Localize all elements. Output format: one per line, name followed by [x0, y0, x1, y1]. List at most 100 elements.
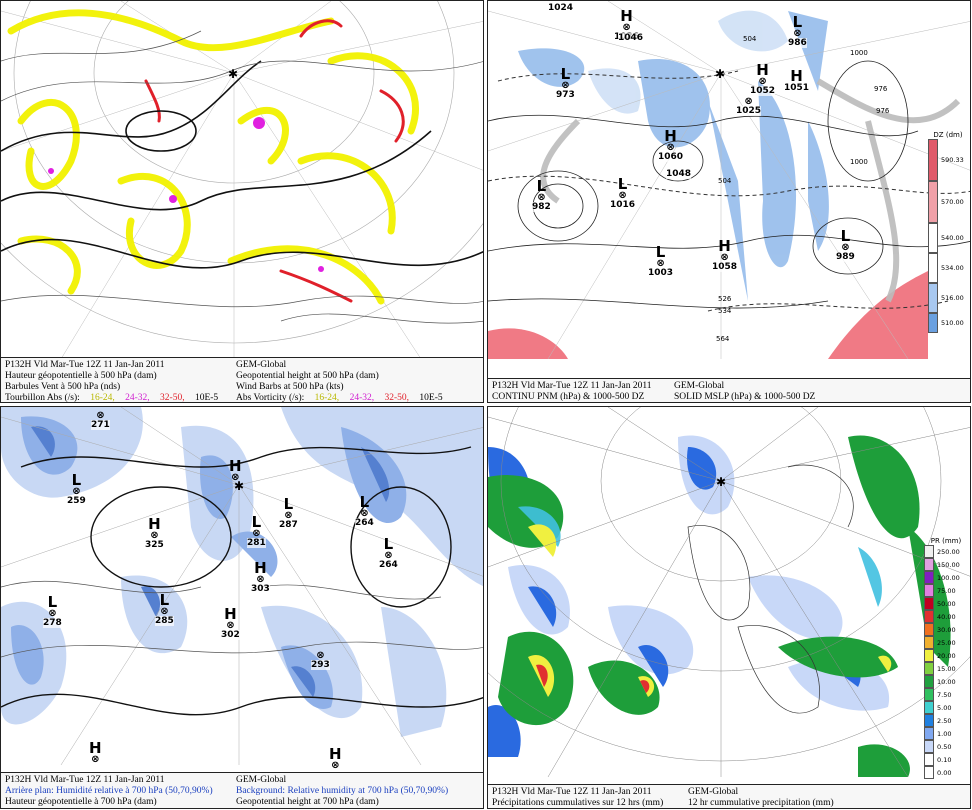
bin-16-24: 16-24,	[314, 393, 340, 403]
height-center: L ⊗ 281	[247, 513, 266, 548]
height-center: ⊗ 271	[91, 410, 110, 430]
panel2-valid-time: P132H Vld Mar-Tue 12Z 11 Jan-Jan 2011	[492, 381, 652, 391]
pressure-center: L ⊗ 1016	[610, 175, 636, 210]
height-center: L ⊗ 264	[379, 535, 398, 570]
panel3-en-background: Background: Relative humidity at 700 hPa…	[236, 786, 449, 796]
panel-700hpa-humidity: ✱ ⊗ 271 L ⊗ 259 H ⊗ 325 H ⊗ L ⊗ 281 L ⊗ 287 L ⊗ 264 …	[0, 406, 484, 809]
panel4-model: GEM-Global	[688, 787, 739, 797]
colorbar-swatch	[928, 253, 938, 283]
panel4-valid-time: P132H Vld Mar-Tue 12Z 11 Jan-Jan 2011	[492, 787, 652, 797]
panel1-valid-time: P132H Vld Mar-Tue 12Z 11 Jan-Jan 2011	[5, 360, 165, 370]
contour-label: 534	[718, 307, 732, 315]
bin-32-50: 32-50,	[160, 393, 185, 403]
panel-mslp-thickness: 1000 1000 976 976 504 504 526 534 564 57…	[487, 0, 971, 403]
thickness-colorbar: DZ (dm) 590.33 570.00 540.00 534.00 516.…	[928, 131, 968, 361]
panel3-legend: P132H Vld Mar-Tue 12Z 11 Jan-Jan 2011 Ar…	[1, 772, 483, 808]
colorbar-label: 15.00	[937, 664, 956, 673]
panel1-legend: P132H Vld Mar-Tue 12Z 11 Jan-Jan 2011 Ha…	[1, 357, 483, 403]
colorbar-label: 1.00	[937, 729, 952, 738]
colorbar-swatch	[924, 766, 934, 779]
colorbar-label: 75.00	[937, 586, 956, 595]
colorbar-label: 5.00	[937, 703, 952, 712]
colorbar-title: DZ (dm)	[933, 131, 963, 139]
svg-text:✱: ✱	[228, 67, 238, 81]
colorbar-swatch	[924, 584, 934, 597]
panel4-legend: P132H Vld Mar-Tue 12Z 11 Jan-Jan 2011 Pr…	[488, 784, 970, 808]
colorbar-swatch	[924, 623, 934, 636]
colorbar-label: 250.00	[937, 547, 960, 556]
contour-label: 504	[718, 177, 732, 185]
colorbar-swatch	[928, 223, 938, 253]
panel1-en-title: Geopotential height at 500 hPa (dam)	[236, 371, 379, 381]
panel2-model: GEM-Global	[674, 381, 725, 391]
colorbar-label: 40.00	[937, 612, 956, 621]
panel2-legend: P132H Vld Mar-Tue 12Z 11 Jan-Jan 2011 CO…	[488, 378, 970, 402]
contour-label: 1000	[850, 49, 868, 57]
bin-16-24: 16-24,	[90, 393, 115, 403]
height-center: L ⊗ 278	[43, 593, 62, 628]
colorbar-label: 570.00	[941, 198, 964, 206]
colorbar-swatch	[924, 701, 934, 714]
colorbar-label: 0.00	[937, 768, 952, 777]
panel4-fr-title: Précipitations cummulatives sur 12 hrs (…	[492, 798, 664, 808]
height-center: L ⊗ 285	[155, 591, 174, 626]
svg-text:✱: ✱	[234, 479, 244, 493]
colorbar-swatch	[928, 181, 938, 223]
bin-32-50: 32-50,	[384, 393, 410, 403]
colorbar-swatch	[924, 688, 934, 701]
colorbar-label: 150.00	[937, 560, 960, 569]
panel4-en-title: 12 hr cummulative precipitation (mm)	[688, 798, 834, 808]
colorbar-label: 10.00	[937, 677, 956, 686]
height-center: H ⊗	[329, 745, 342, 771]
colorbar-swatch	[924, 662, 934, 675]
colorbar-swatch	[924, 636, 934, 649]
contour-label: 526	[718, 295, 732, 303]
precip-colorbar: PR (mm) 250.00 150.00 100.00 75.00 50.00…	[924, 537, 968, 808]
mslp-map: 1000 1000 976 976 504 504 526 534 564 57…	[488, 1, 970, 359]
panel1-model: GEM-Global	[236, 360, 287, 370]
panel3-fr-height: Hauteur géopotentielle à 700 hPa (dam)	[5, 797, 157, 807]
svg-text:✱: ✱	[716, 475, 726, 489]
pressure-center: L ⊗ 986	[788, 13, 807, 48]
colorbar-swatch	[924, 545, 934, 558]
svg-text:✱: ✱	[715, 67, 725, 81]
contour-label: 976	[874, 85, 888, 93]
height-center: H ⊗	[229, 457, 242, 483]
panel3-en-height: Geopotential height at 700 hPa (dam)	[236, 797, 379, 807]
contour-label: 1000	[850, 158, 868, 166]
pressure-center: 1048	[666, 169, 692, 179]
pressure-center: L ⊗ 1003	[648, 243, 674, 278]
colorbar-title: PR (mm)	[930, 537, 962, 545]
colorbar-label: 50.00	[937, 599, 956, 608]
height-center: L ⊗ 259	[67, 471, 86, 506]
bin-24-32: 24-32,	[349, 393, 375, 403]
panel-precipitation: ✱ PR (mm) 250.00 150.00 100.00 75.00 50.…	[487, 406, 971, 809]
colorbar-swatch	[924, 740, 934, 753]
pressure-center: L ⊗ 973	[556, 65, 575, 100]
colorbar-label: 20.00	[937, 651, 956, 660]
colorbar-swatch	[924, 753, 934, 766]
pressure-center: H ⊗ 1060	[658, 127, 684, 162]
height-center: L ⊗ 287	[279, 495, 298, 530]
contour-label: 564	[716, 335, 730, 343]
colorbar-label: 25.00	[937, 638, 956, 647]
contour-label: 504	[743, 35, 757, 43]
colorbar-label: 590.33	[941, 156, 964, 164]
panel1-en-bins-label: Abs Vorticity (/s):	[236, 393, 305, 403]
height-center: L ⊗ 264	[355, 493, 374, 528]
panel1-fr-bins: Tourbillon Abs (/s): 16-24, 24-32, 32-50…	[5, 393, 226, 403]
colorbar-label: 0.10	[937, 755, 952, 764]
panel1-fr-subtitle: Barbules Vent à 500 hPa (nds)	[5, 382, 121, 392]
pressure-center: 1046	[618, 33, 644, 43]
panel2-en-title: SOLID MSLP (hPa) & 1000-500 DZ	[674, 392, 816, 402]
panel1-fr-bins-label: Tourbillon Abs (/s):	[5, 393, 80, 403]
panel3-fr-background: Arrière plan: Humidité relative à 700 hP…	[5, 786, 213, 796]
contour-label: 976	[876, 107, 890, 115]
panel1-en-subtitle: Wind Barbs at 500 hPa (kts)	[236, 382, 344, 392]
height-center: H ⊗	[89, 739, 102, 765]
pressure-center: L ⊗ 989	[836, 227, 855, 262]
panel3-model: GEM-Global	[236, 775, 287, 785]
colorbar-label: 30.00	[937, 625, 956, 634]
bin-24-32: 24-32,	[125, 393, 150, 403]
colorbar-label: 7.50	[937, 690, 952, 699]
